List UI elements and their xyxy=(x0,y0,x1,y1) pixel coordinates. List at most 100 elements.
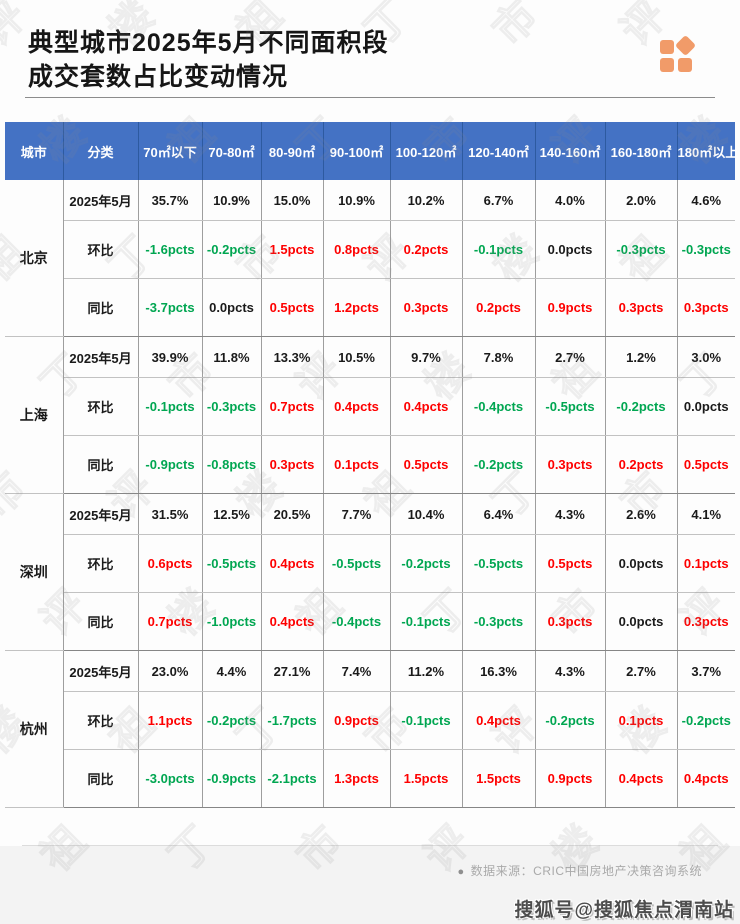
value-cell: 35.7% xyxy=(138,180,203,221)
header-row: 城市 分类 70㎡以下 70-80㎡ 80-90㎡ 90-100㎡ 100-120㎡ 120-… xyxy=(5,122,738,180)
value-cell: 0.7pcts xyxy=(138,592,203,651)
value-cell: 23.0% xyxy=(138,650,203,692)
table-row: 环比 1.1pcts -0.2pcts -1.7pcts 0.9pcts -0.1pcts… xyxy=(5,691,735,750)
value-cell: 0.3pcts xyxy=(677,278,735,337)
value-cell: 0.5pcts xyxy=(390,435,463,494)
table-header-row: 城市 分类 70㎡以下 70-80㎡ 80-90㎡ 90-100㎡ 100-120㎡ 120-… xyxy=(5,122,738,180)
value-cell: 0.4pcts xyxy=(390,377,463,436)
value-cell: -0.1pcts xyxy=(462,220,536,279)
value-cell: 3.0% xyxy=(677,336,735,378)
data-source-text: 数据来源：CRIC中国房地产决策咨询系统 xyxy=(470,864,702,878)
row-label-cell: 同比 xyxy=(63,435,139,494)
value-cell: 1.5pcts xyxy=(390,749,463,808)
logo-square-icon xyxy=(660,58,674,72)
column-header: 120-140㎡ xyxy=(462,122,536,180)
column-header: 70㎡以下 xyxy=(138,122,203,180)
row-label-cell: 2025年5月 xyxy=(63,180,139,221)
value-cell: 4.0% xyxy=(535,180,606,221)
column-header: 100-120㎡ xyxy=(390,122,463,180)
value-cell: 13.3% xyxy=(261,336,324,378)
table-row: 上海 2025年5月 39.9% 11.8% 13.3% 10.5% 9.7% 7.8% 2.7… xyxy=(5,336,735,494)
table-row: 环比 -0.1pcts -0.3pcts 0.7pcts 0.4pcts 0.4pcts -… xyxy=(5,377,735,436)
value-cell: 2.7% xyxy=(605,650,678,692)
value-cell: 1.2% xyxy=(605,336,678,378)
table-row: 环比 0.6pcts -0.5pcts 0.4pcts -0.5pcts -0.2pcts… xyxy=(5,534,735,593)
value-cell: 27.1% xyxy=(261,650,324,692)
table-row: 北京 2025年5月 35.7% 10.9% 15.0% 10.9% 10.2% 6.7% 4.… xyxy=(5,180,735,337)
value-cell: 0.7pcts xyxy=(261,377,324,436)
value-cell: -0.5pcts xyxy=(323,534,391,593)
value-cell: 4.3% xyxy=(535,650,606,692)
page-title-line1: 典型城市2025年5月不同面积段 xyxy=(28,29,389,57)
value-cell: 0.0pcts xyxy=(605,534,678,593)
value-cell: 0.8pcts xyxy=(323,220,391,279)
row-label-cell: 环比 xyxy=(63,220,139,279)
column-header: 分类 xyxy=(63,122,139,180)
logo-square-icon xyxy=(660,40,674,54)
value-cell: -0.1pcts xyxy=(138,377,203,436)
value-cell: 6.4% xyxy=(462,493,536,535)
row-label-cell: 同比 xyxy=(63,592,139,651)
value-cell: 16.3% xyxy=(462,650,536,692)
value-cell: 4.3% xyxy=(535,493,606,535)
value-cell: 0.3pcts xyxy=(390,278,463,337)
value-cell: 0.6pcts xyxy=(138,534,203,593)
value-cell: 0.3pcts xyxy=(261,435,324,494)
value-cell: 31.5% xyxy=(138,493,203,535)
row-label-cell: 2025年5月 xyxy=(63,336,139,378)
value-cell: -0.9pcts xyxy=(202,749,262,808)
column-header: 180㎡以上 xyxy=(677,122,738,180)
row-label-cell: 环比 xyxy=(63,377,139,436)
value-cell: 6.7% xyxy=(462,180,536,221)
value-cell: -0.2pcts xyxy=(202,691,262,750)
column-header: 城市 xyxy=(5,122,64,180)
value-cell: 10.2% xyxy=(390,180,463,221)
value-cell: 2.7% xyxy=(535,336,606,378)
value-cell: -0.2pcts xyxy=(202,220,262,279)
table-row: 环比 -1.6pcts -0.2pcts 1.5pcts 0.8pcts 0.2pcts -… xyxy=(5,220,735,279)
value-cell: -0.3pcts xyxy=(462,592,536,651)
value-cell: -0.4pcts xyxy=(462,377,536,436)
value-cell: -0.2pcts xyxy=(535,691,606,750)
value-cell: -0.4pcts xyxy=(323,592,391,651)
value-cell: 1.1pcts xyxy=(138,691,203,750)
value-cell: 1.2pcts xyxy=(323,278,391,337)
value-cell: 0.5pcts xyxy=(535,534,606,593)
value-cell: 0.4pcts xyxy=(605,749,678,808)
value-cell: 10.9% xyxy=(323,180,391,221)
value-cell: -0.5pcts xyxy=(535,377,606,436)
value-cell: 0.0pcts xyxy=(202,278,262,337)
city-cell: 深圳 xyxy=(5,493,64,651)
value-cell: -3.7pcts xyxy=(138,278,203,337)
table-row: 同比 0.7pcts -1.0pcts 0.4pcts -0.4pcts -0.1pcts… xyxy=(5,592,735,651)
value-cell: -2.1pcts xyxy=(261,749,324,808)
table-row: 同比 -3.0pcts -0.9pcts -2.1pcts 1.3pcts 1.5pcts… xyxy=(5,749,735,808)
value-cell: 0.1pcts xyxy=(323,435,391,494)
value-cell: -0.5pcts xyxy=(462,534,536,593)
column-header: 90-100㎡ xyxy=(323,122,391,180)
value-cell: 7.8% xyxy=(462,336,536,378)
value-cell: 0.2pcts xyxy=(462,278,536,337)
value-cell: -0.5pcts xyxy=(202,534,262,593)
value-cell: -1.6pcts xyxy=(138,220,203,279)
value-cell: 3.7% xyxy=(677,650,735,692)
title-divider xyxy=(25,97,715,98)
table-row: 同比 -3.7pcts 0.0pcts 0.5pcts 1.2pcts 0.3pcts 0.… xyxy=(5,278,735,337)
table-row: 杭州 2025年5月 23.0% 4.4% 27.1% 7.4% 11.2% 16.3% 4.3… xyxy=(5,650,735,808)
page-title-line2: 成交套数占比变动情况 xyxy=(28,63,289,91)
column-header: 140-160㎡ xyxy=(535,122,606,180)
value-cell: 1.3pcts xyxy=(323,749,391,808)
row-label-cell: 2025年5月 xyxy=(63,493,139,535)
page-title: 典型城市2025年5月不同面积段 成交套数占比变动情况 xyxy=(28,26,389,94)
value-cell: -0.1pcts xyxy=(390,691,463,750)
value-cell: 0.4pcts xyxy=(462,691,536,750)
orange-tiles-logo-icon xyxy=(660,34,697,72)
value-cell: 0.3pcts xyxy=(605,278,678,337)
value-cell: 11.2% xyxy=(390,650,463,692)
value-cell: 0.5pcts xyxy=(677,435,735,494)
value-cell: -0.2pcts xyxy=(605,377,678,436)
value-cell: 0.9pcts xyxy=(535,749,606,808)
area-segment-table: 城市 分类 70㎡以下 70-80㎡ 80-90㎡ 90-100㎡ 100-120㎡ 120-… xyxy=(5,122,738,808)
value-cell: 0.0pcts xyxy=(605,592,678,651)
value-cell: 0.3pcts xyxy=(677,592,735,651)
